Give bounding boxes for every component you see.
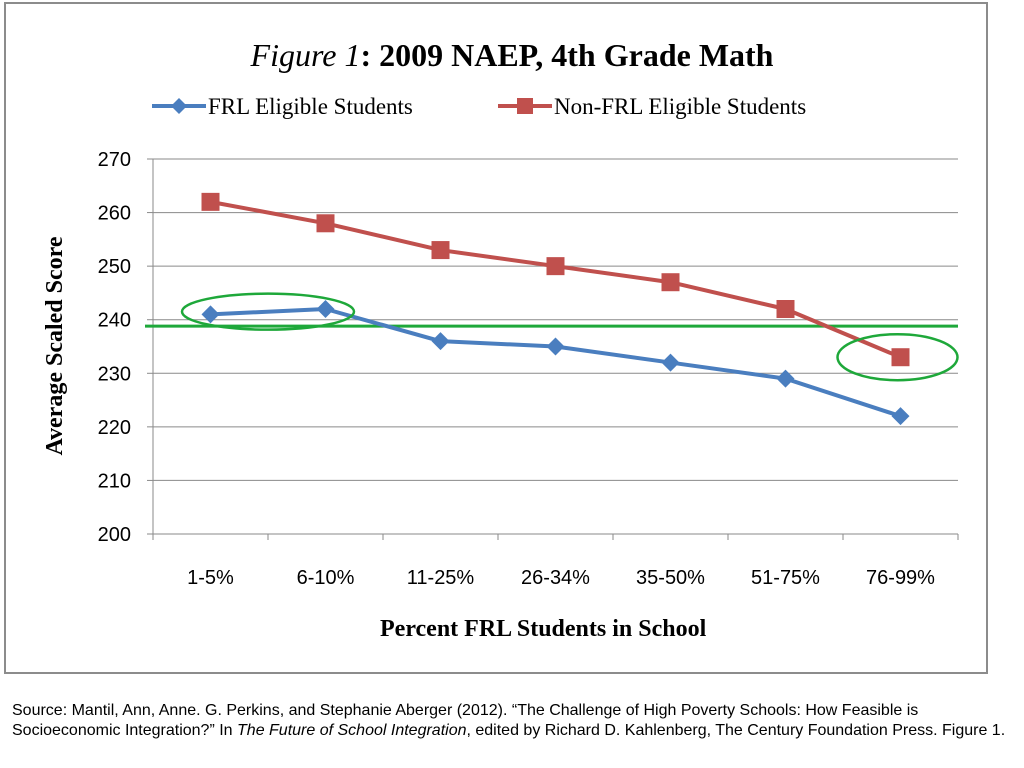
highlight-ellipse-frl-low-poverty [180,292,356,331]
point-nonfrl-0 [201,192,220,211]
line-chart: Figure 1: 2009 NAEP, 4th Grade Math FRL … [42,37,959,642]
y-tick-label-270: 270 [98,149,131,171]
highlight-ellipse-nonfrl-high-poverty [836,332,959,382]
chart-title-italic: Figure 1 [250,37,361,73]
y-tick-label-240: 240 [98,310,131,332]
x-tick-label-4: 35-50% [636,567,705,589]
y-tick-label-210: 210 [98,470,131,492]
point-nonfrl-4 [661,273,680,292]
point-frl-6 [891,407,910,426]
chart-title-rest: : 2009 NAEP, 4th Grade Math [360,37,773,73]
highlight-ellipses [180,292,959,382]
source-note: Source: Mantil, Ann, Anne. G. Perkins, a… [12,701,1012,741]
point-nonfrl-1 [316,214,335,233]
y-axis-label: Average Scaled Score [42,236,68,455]
series-group [201,192,910,426]
point-nonfrl-3 [546,257,565,276]
gridlines [153,158,958,481]
legend-label-nonfrl: Non-FRL Eligible Students [554,94,806,119]
legend-marker-frl [171,98,187,114]
x-tick-label-2: 11-25% [407,567,475,589]
x-tick-label-0: 1-5% [187,567,234,589]
legend: FRL Eligible Students Non-FRL Eligible S… [152,94,806,119]
point-frl-1 [316,300,335,318]
point-nonfrl-5 [776,300,795,318]
point-frl-5 [776,369,795,388]
x-tick-label-1: 6-10% [297,567,355,589]
point-nonfrl-6 [891,348,910,367]
x-tick-label-5: 51-75% [751,567,820,589]
x-axis-label: Percent FRL Students in School [380,616,707,642]
y-tick-label-250: 250 [98,256,131,278]
point-frl-3 [546,337,565,356]
source-book-title: The Future of School Integration [237,722,467,739]
x-tick-label-3: 26-34% [521,567,590,589]
legend-label-frl: FRL Eligible Students [208,94,413,119]
y-tick-label-230: 230 [98,363,131,385]
source-suffix: , edited by Richard D. Kahlenberg, The C… [466,722,1006,739]
x-tick-label-6: 76-99% [866,567,935,589]
series-line-nonfrl [210,199,902,360]
y-tick-label-260: 260 [98,203,131,225]
y-axis-ticks: 200 210 220 230 240 250 260 270 [98,149,153,546]
point-frl-4 [661,353,680,372]
point-frl-2 [431,332,450,351]
point-frl-0 [201,305,220,324]
point-nonfrl-2 [431,241,450,260]
x-axis-ticks: 1-5% 6-10% 11-25% 26-34% 35-50% 51-75% 76-99% [152,534,959,589]
legend-marker-nonfrl [517,98,533,114]
y-tick-label-200: 200 [98,524,131,546]
axes [152,159,958,535]
chart-frame [4,2,988,674]
source-prefix: Source: Mantil, Ann, Anne. G. Perkins, a… [12,702,919,739]
y-tick-label-220: 220 [98,417,131,439]
chart-title: Figure 1: 2009 NAEP, 4th Grade Math [250,37,774,73]
